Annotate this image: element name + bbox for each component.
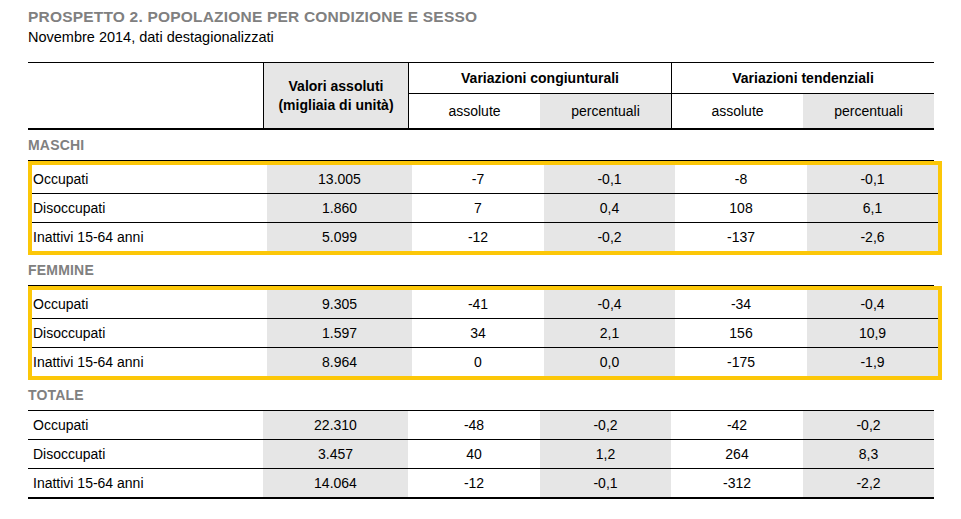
col-group-tendenziali: Variazioni tendenziali assolute percentu…	[671, 63, 934, 128]
cell-cong-assolute: 34	[412, 319, 544, 347]
cell-tend-percentuali: -2,6	[807, 223, 938, 251]
row-label: Disoccupati	[28, 440, 263, 468]
section-header-femmine: FEMMINE	[28, 255, 934, 286]
subheader-congiunturali-assolute: assolute	[409, 94, 540, 128]
cell-tend-percentuali: -0,2	[803, 411, 934, 439]
cell-tend-assolute: -175	[675, 348, 807, 376]
table-row: Inattivi 15-64 anni 14.064 -12 -0,1 -312…	[28, 468, 934, 497]
page-subtitle: Novembre 2014, dati destagionalizzati	[28, 29, 961, 45]
cell-tend-assolute: -312	[671, 469, 803, 497]
cell-cong-percentuali: -0,1	[540, 469, 671, 497]
table-row: Disoccupati 1.597 34 2,1 156 10,9	[32, 318, 938, 347]
cell-valori-assoluti: 8.964	[267, 348, 412, 376]
cell-cong-assolute: -7	[412, 165, 544, 193]
cell-tend-assolute: 108	[675, 194, 807, 222]
cell-cong-assolute: 7	[412, 194, 544, 222]
cell-cong-percentuali: 0,4	[544, 194, 675, 222]
section-header-maschi: MASCHI	[28, 130, 934, 161]
highlight-box-femmine: Occupati 9.305 -41 -0,4 -34 -0,4 Disoccu…	[28, 286, 942, 380]
subheader-congiunturali-percentuali: percentuali	[540, 94, 671, 128]
cell-tend-assolute: 264	[671, 440, 803, 468]
valori-assoluti-line2: (migliaia di unità)	[278, 96, 393, 114]
highlight-box-maschi: Occupati 13.005 -7 -0,1 -8 -0,1 Disoccup…	[28, 161, 942, 255]
table-row: Disoccupati 3.457 40 1,2 264 8,3	[28, 439, 934, 468]
page-title: PROSPETTO 2. POPOLAZIONE PER CONDIZIONE …	[28, 8, 961, 26]
cell-tend-assolute: -42	[671, 411, 803, 439]
population-table: Valori assoluti (migliaia di unità) Vari…	[28, 62, 934, 499]
table-row: Disoccupati 1.860 7 0,4 108 6,1	[32, 193, 938, 222]
cell-tend-assolute: 156	[675, 319, 807, 347]
cell-tend-percentuali: -0,1	[807, 165, 938, 193]
col-group-congiunturali: Variazioni congiunturali assolute percen…	[408, 63, 671, 128]
cell-cong-percentuali: 1,2	[540, 440, 671, 468]
cell-valori-assoluti: 14.064	[263, 469, 408, 497]
table-row: Occupati 22.310 -48 -0,2 -42 -0,2	[28, 411, 934, 439]
group-title-tendenziali: Variazioni tendenziali	[672, 63, 934, 94]
cell-cong-assolute: -48	[408, 411, 540, 439]
subheader-tendenziali-percentuali: percentuali	[803, 94, 934, 128]
cell-cong-percentuali: -0,2	[540, 411, 671, 439]
row-label: Occupati	[32, 290, 267, 318]
cell-tend-assolute: -8	[675, 165, 807, 193]
header-spacer	[28, 63, 263, 128]
cell-cong-percentuali: 0,0	[544, 348, 675, 376]
row-label: Occupati	[28, 411, 263, 439]
cell-tend-percentuali: -0,4	[807, 290, 938, 318]
group-title-congiunturali: Variazioni congiunturali	[409, 63, 671, 94]
cell-tend-assolute: -34	[675, 290, 807, 318]
cell-valori-assoluti: 9.305	[267, 290, 412, 318]
cell-cong-assolute: -41	[412, 290, 544, 318]
cell-valori-assoluti: 5.099	[267, 223, 412, 251]
row-label: Disoccupati	[32, 319, 267, 347]
table-header: Valori assoluti (migliaia di unità) Vari…	[28, 62, 934, 130]
cell-cong-assolute: 40	[408, 440, 540, 468]
cell-tend-percentuali: -2,2	[803, 469, 934, 497]
row-label: Inattivi 15-64 anni	[32, 348, 267, 376]
table-row: Inattivi 15-64 anni 5.099 -12 -0,2 -137 …	[32, 222, 938, 251]
cell-cong-percentuali: -0,1	[544, 165, 675, 193]
row-label: Inattivi 15-64 anni	[28, 469, 263, 497]
cell-cong-percentuali: -0,2	[544, 223, 675, 251]
cell-tend-percentuali: 8,3	[803, 440, 934, 468]
row-label: Inattivi 15-64 anni	[32, 223, 267, 251]
cell-cong-assolute: -12	[412, 223, 544, 251]
cell-valori-assoluti: 3.457	[263, 440, 408, 468]
row-label: Occupati	[32, 165, 267, 193]
table-row: Inattivi 15-64 anni 8.964 0 0,0 -175 -1,…	[32, 347, 938, 376]
cell-cong-assolute: 0	[412, 348, 544, 376]
cell-valori-assoluti: 13.005	[267, 165, 412, 193]
cell-tend-percentuali: 6,1	[807, 194, 938, 222]
cell-valori-assoluti: 22.310	[263, 411, 408, 439]
cell-tend-percentuali: -1,9	[807, 348, 938, 376]
totale-body: Occupati 22.310 -48 -0,2 -42 -0,2 Disocc…	[28, 411, 934, 499]
cell-valori-assoluti: 1.597	[267, 319, 412, 347]
table-row: Occupati 13.005 -7 -0,1 -8 -0,1	[32, 165, 938, 193]
subheader-tendenziali-assolute: assolute	[672, 94, 803, 128]
cell-cong-percentuali: -0,4	[544, 290, 675, 318]
cell-tend-percentuali: 10,9	[807, 319, 938, 347]
cell-cong-percentuali: 2,1	[544, 319, 675, 347]
cell-cong-assolute: -12	[408, 469, 540, 497]
valori-assoluti-line1: Valori assoluti	[289, 77, 384, 95]
col-header-valori-assoluti: Valori assoluti (migliaia di unità)	[263, 63, 408, 128]
row-label: Disoccupati	[32, 194, 267, 222]
document-page: PROSPETTO 2. POPOLAZIONE PER CONDIZIONE …	[0, 0, 961, 519]
cell-valori-assoluti: 1.860	[267, 194, 412, 222]
table-row: Occupati 9.305 -41 -0,4 -34 -0,4	[32, 290, 938, 318]
cell-tend-assolute: -137	[675, 223, 807, 251]
section-header-totale: TOTALE	[28, 380, 934, 411]
